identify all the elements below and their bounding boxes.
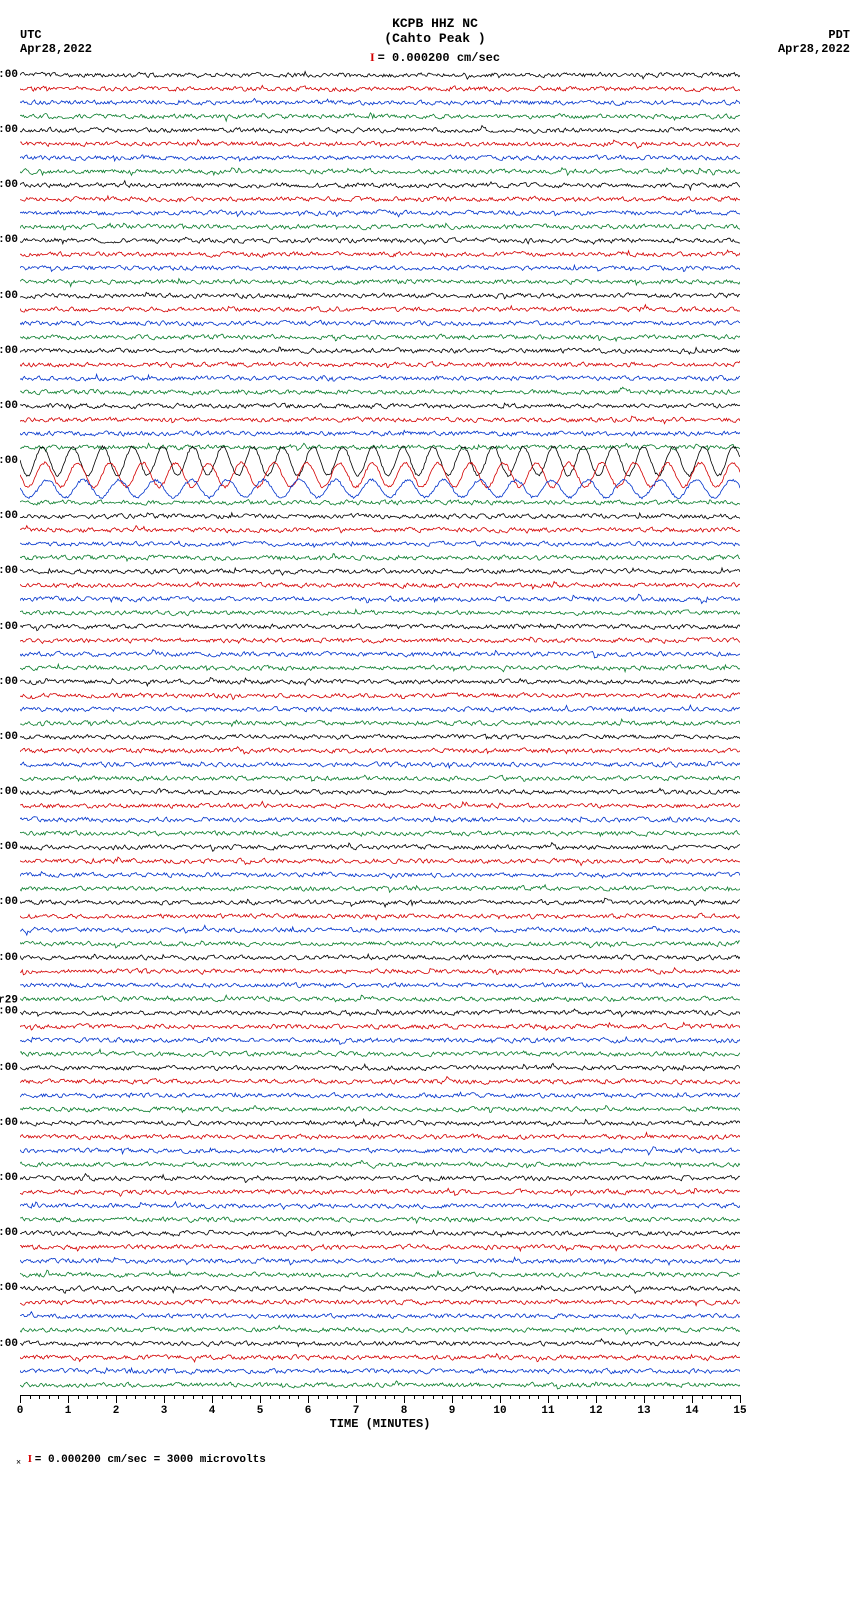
utc-hour-label: 13:00 [0, 400, 18, 412]
x-tick-label: 7 [353, 1405, 360, 1417]
utc-hour-label: 09:00 [0, 179, 18, 191]
utc-hour-label: 06:00 [0, 1338, 18, 1350]
x-tick-major [164, 1395, 165, 1403]
utc-hour-label: 20:00 [0, 786, 18, 798]
x-tick-major [68, 1395, 69, 1403]
x-tick-major [212, 1395, 213, 1403]
x-tick-label: 3 [161, 1405, 168, 1417]
header-right: PDT Apr28,2022 [778, 28, 850, 56]
utc-hour-label: Apr2900:00 [0, 995, 18, 1017]
footer-scale: × I = 0.000200 cm/sec = 3000 microvolts [16, 1453, 850, 1467]
x-tick-label: 15 [733, 1405, 746, 1417]
pdt-tz-label: PDT [778, 28, 850, 42]
x-tick-major [596, 1395, 597, 1403]
utc-hour-label: 17:00 [0, 621, 18, 633]
x-tick-major [404, 1395, 405, 1403]
utc-tz-label: UTC [20, 28, 92, 42]
x-tick-major [260, 1395, 261, 1403]
utc-date-label: Apr28,2022 [20, 42, 92, 56]
header: UTC Apr28,2022 KCPB HHZ NC (Cahto Peak )… [10, 10, 850, 65]
utc-hour-label: 11:00 [0, 290, 18, 302]
x-tick-label: 6 [305, 1405, 312, 1417]
utc-hour-label: 01:00 [0, 1062, 18, 1074]
x-tick-label: 11 [541, 1405, 554, 1417]
x-tick-major [116, 1395, 117, 1403]
x-tick-label: 12 [589, 1405, 602, 1417]
x-tick-major [740, 1395, 741, 1403]
header-center: KCPB HHZ NC (Cahto Peak ) I = 0.000200 c… [10, 10, 850, 65]
utc-hour-label: 02:00 [0, 1117, 18, 1129]
utc-hour-label: 19:00 [0, 731, 18, 743]
utc-hour-label: 08:00 [0, 124, 18, 136]
utc-hour-label: 10:00 [0, 234, 18, 246]
x-tick-major [644, 1395, 645, 1403]
x-tick-label: 2 [113, 1405, 120, 1417]
utc-hour-label: 18:00 [0, 676, 18, 688]
x-axis-title: TIME (MINUTES) [330, 1417, 431, 1431]
utc-hour-label: 22:00 [0, 896, 18, 908]
utc-hour-label: 12:00 [0, 345, 18, 357]
utc-time-labels: 07:00 08:00 09:00 10:00 11:00 12:00 13:00 14:00… [0, 65, 20, 1395]
pdt-date-label: Apr28,2022 [778, 42, 850, 56]
utc-hour-label: 03:00 [0, 1172, 18, 1184]
x-tick-label: 9 [449, 1405, 456, 1417]
x-tick-label: 13 [637, 1405, 650, 1417]
x-tick-major [692, 1395, 693, 1403]
x-tick-label: 8 [401, 1405, 408, 1417]
helicorder-plot [20, 65, 740, 1395]
utc-hour-label: 04:00 [0, 1227, 18, 1239]
x-tick-major [548, 1395, 549, 1403]
x-tick-major [308, 1395, 309, 1403]
header-left: UTC Apr28,2022 [20, 28, 92, 56]
x-tick-label: 14 [685, 1405, 698, 1417]
x-axis: TIME (MINUTES) 0123456789101112131415 [20, 1395, 740, 1435]
x-tick-label: 5 [257, 1405, 264, 1417]
utc-hour-label: 07:00 [0, 69, 18, 81]
station-code: KCPB HHZ NC [10, 16, 850, 31]
station-name: (Cahto Peak ) [10, 31, 850, 46]
utc-hour-label: 23:00 [0, 952, 18, 964]
x-tick-major [20, 1395, 21, 1403]
x-axis-baseline [20, 1395, 740, 1396]
x-tick-major [356, 1395, 357, 1403]
scale-note: I = 0.000200 cm/sec [10, 50, 850, 65]
plot-area: 07:0008:0009:0010:0011:0012:0013:0014:00… [20, 65, 850, 1395]
utc-hour-label: 05:00 [0, 1282, 18, 1294]
utc-hour-label: 14:00 [0, 455, 18, 467]
x-tick-major [452, 1395, 453, 1403]
x-tick-label: 0 [17, 1405, 24, 1417]
utc-hour-label: 15:00 [0, 510, 18, 522]
x-tick-label: 1 [65, 1405, 72, 1417]
utc-hour-label: 21:00 [0, 841, 18, 853]
x-tick-major [500, 1395, 501, 1403]
x-tick-label: 4 [209, 1405, 216, 1417]
x-tick-label: 10 [493, 1405, 506, 1417]
utc-hour-label: 16:00 [0, 565, 18, 577]
